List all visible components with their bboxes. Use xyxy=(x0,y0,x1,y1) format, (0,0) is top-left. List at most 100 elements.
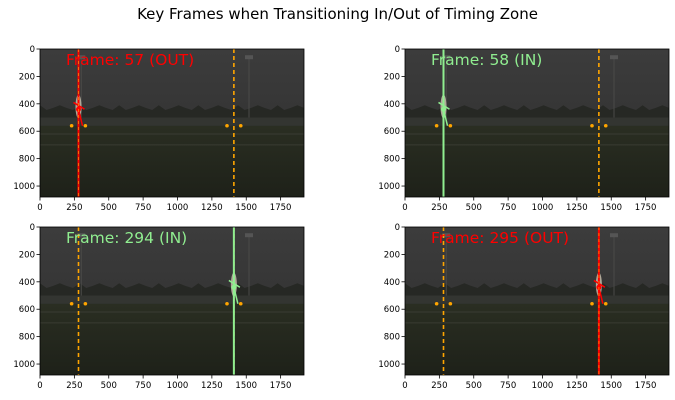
x-tick-label: 1500 xyxy=(600,381,622,391)
y-tick-label: 1000 xyxy=(13,360,35,370)
x-tick-label: 1250 xyxy=(201,203,223,213)
x-tick-label: 1750 xyxy=(635,203,657,213)
light-head xyxy=(245,55,253,60)
y-tick-label: 200 xyxy=(384,72,400,82)
x-tick-label: 1250 xyxy=(566,381,588,391)
grass xyxy=(405,125,669,197)
foot-keypoint xyxy=(238,123,243,128)
y-tick-label: 400 xyxy=(19,278,35,288)
y-tick-label: 600 xyxy=(19,305,35,315)
video-frame-image xyxy=(40,227,304,375)
foot-keypoint xyxy=(603,301,608,306)
y-tick-label: 0 xyxy=(395,223,400,233)
y-tick-label: 200 xyxy=(19,250,35,260)
x-tick-label: 1000 xyxy=(532,203,554,213)
y-tick-label: 200 xyxy=(19,72,35,82)
x-tick-label: 1750 xyxy=(270,203,292,213)
y-tick-label: 800 xyxy=(19,155,35,165)
foot-keypoint xyxy=(603,123,608,128)
y-tick-label: 1000 xyxy=(378,360,400,370)
x-tick-label: 1000 xyxy=(532,381,554,391)
x-tick-label: 1250 xyxy=(201,381,223,391)
light-head xyxy=(77,55,86,60)
y-tick-label: 600 xyxy=(19,127,35,137)
panel-3: Frame: 294 (IN) 0 250 500 750 1000 1250 1500 175… xyxy=(13,223,305,391)
foot-keypoint xyxy=(448,123,453,128)
figure-suptitle: Key Frames when Transitioning In/Out of … xyxy=(137,5,538,23)
foot-keypoint xyxy=(83,123,88,128)
x-tick-label: 0 xyxy=(37,203,42,213)
x-tick-label: 1250 xyxy=(566,203,588,213)
axes-frame xyxy=(404,48,670,198)
x-tick-label: 500 xyxy=(466,381,482,391)
y-tick-label: 800 xyxy=(384,155,400,165)
y-tick-label: 1000 xyxy=(13,182,35,192)
foot-keypoint xyxy=(225,123,229,128)
y-tick-label: 800 xyxy=(19,333,35,343)
x-tick-label: 1000 xyxy=(167,381,189,391)
x-tick-label: 750 xyxy=(135,381,151,391)
light-head xyxy=(610,55,618,60)
grass xyxy=(40,303,304,375)
fence xyxy=(405,117,669,126)
frame-label: Frame: 294 (IN) xyxy=(66,229,187,247)
x-tick-label: 0 xyxy=(37,381,42,391)
foot-keypoint xyxy=(448,301,453,306)
x-tick-label: 1750 xyxy=(270,381,292,391)
panel-1: Frame: 57 (OUT) 0 250 500 750 1000 1250 1500 175… xyxy=(13,45,305,213)
fence xyxy=(40,295,304,304)
x-tick-label: 1750 xyxy=(635,381,657,391)
foot-keypoint xyxy=(590,301,594,306)
light-head xyxy=(245,233,253,238)
grass xyxy=(405,303,669,375)
x-tick-label: 250 xyxy=(66,381,82,391)
y-tick-label: 1000 xyxy=(378,182,400,192)
x-tick-label: 250 xyxy=(66,203,82,213)
foot-keypoint xyxy=(83,301,88,306)
tree-line xyxy=(405,105,669,121)
panel-2: Frame: 58 (IN) 0 250 500 750 1000 1250 1500 1750… xyxy=(378,45,670,213)
axes-frame xyxy=(404,226,670,376)
y-tick-label: 200 xyxy=(384,250,400,260)
x-tick-label: 750 xyxy=(135,203,151,213)
y-tick-label: 400 xyxy=(19,100,35,110)
foot-keypoint xyxy=(434,123,439,128)
light-head xyxy=(77,233,86,238)
x-tick-label: 250 xyxy=(431,381,447,391)
y-tick-label: 600 xyxy=(384,305,400,315)
foot-keypoint xyxy=(69,301,74,306)
frame-label: Frame: 58 (IN) xyxy=(431,51,542,69)
y-tick-label: 600 xyxy=(384,127,400,137)
frame-label: Frame: 57 (OUT) xyxy=(66,51,194,69)
x-tick-label: 1500 xyxy=(235,381,257,391)
frame-label: Frame: 295 (OUT) xyxy=(431,229,569,247)
x-tick-label: 750 xyxy=(500,381,516,391)
x-tick-label: 0 xyxy=(402,203,407,213)
y-tick-label: 0 xyxy=(30,223,35,233)
axes-frame xyxy=(39,48,305,198)
y-tick-label: 400 xyxy=(384,100,400,110)
x-tick-label: 1500 xyxy=(600,203,622,213)
x-tick-label: 500 xyxy=(101,203,117,213)
foot-keypoint xyxy=(225,301,229,306)
light-head xyxy=(442,55,451,60)
x-tick-label: 750 xyxy=(500,203,516,213)
x-tick-label: 1500 xyxy=(235,203,257,213)
x-tick-label: 250 xyxy=(431,203,447,213)
y-tick-label: 0 xyxy=(395,45,400,55)
fence xyxy=(40,117,304,126)
light-head xyxy=(442,233,451,238)
axes-frame xyxy=(39,226,305,376)
video-frame-image xyxy=(40,49,304,197)
y-tick-label: 400 xyxy=(384,278,400,288)
panel-4: Frame: 295 (OUT) 0 250 500 750 1000 1250 1500 17… xyxy=(378,223,670,391)
fence xyxy=(405,295,669,304)
tree-line xyxy=(40,105,304,121)
grass xyxy=(40,125,304,197)
x-tick-label: 500 xyxy=(466,203,482,213)
video-frame-image xyxy=(405,227,669,375)
foot-keypoint xyxy=(69,123,74,128)
x-tick-label: 0 xyxy=(402,381,407,391)
y-tick-label: 0 xyxy=(30,45,35,55)
